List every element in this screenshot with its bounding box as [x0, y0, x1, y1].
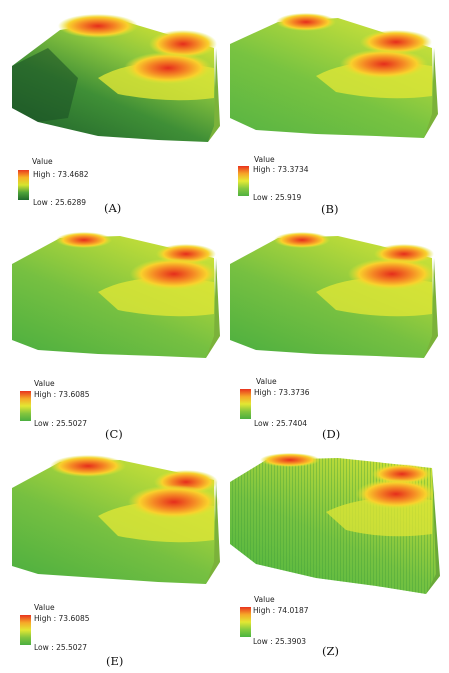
legend: Value High : 74.0187 Low : 25.3903 — [236, 596, 356, 656]
legend-color-ramp — [18, 170, 29, 200]
terrain-surface — [230, 13, 438, 138]
legend-low-value: Low : 25.7404 — [254, 419, 308, 428]
legend-title: Value — [34, 379, 55, 388]
terrain-peak — [56, 232, 112, 248]
terrain-edge — [426, 468, 440, 594]
panel-caption: (A) — [104, 201, 122, 215]
terrain-peak — [124, 52, 212, 84]
panel-caption: (D) — [322, 427, 341, 441]
legend: Value High : 73.3736 Low : 25.7404 — [236, 378, 356, 438]
legend-color-ramp — [20, 391, 31, 421]
terrain-peak — [274, 232, 330, 248]
legend-title: Value — [254, 155, 275, 164]
legend: Value High : 73.6085 Low : 25.5027 — [18, 380, 138, 440]
legend-color-ramp — [240, 607, 251, 637]
terrain-edge — [206, 480, 220, 584]
terrain-peak — [276, 13, 336, 31]
legend: Value High : 73.6085 Low : 25.5027 — [18, 604, 138, 664]
legend: Value High : 73.3734 Low : 25.919 — [236, 156, 356, 216]
terrain-peak — [50, 455, 126, 477]
legend-color-ramp — [238, 166, 249, 196]
legend-high-value: High : 73.3736 — [254, 388, 310, 397]
terrain-surface — [12, 14, 220, 142]
terrain-peak — [356, 479, 436, 509]
legend-title: Value — [34, 603, 55, 612]
terrain-peak — [372, 464, 432, 484]
terrain-edge — [424, 258, 438, 358]
legend-low-value: Low : 25.3903 — [253, 637, 307, 646]
terrain-surface — [230, 232, 438, 358]
legend-high-value: High : 73.6085 — [34, 390, 90, 399]
legend-low-value: Low : 25.5027 — [34, 419, 88, 428]
legend-title: Value — [32, 157, 53, 166]
panel-c: Value High : 73.6085 Low : 25.5027 (C) — [8, 228, 226, 452]
legend-title: Value — [256, 377, 277, 386]
legend-high-value: High : 73.4682 — [33, 170, 89, 179]
terrain-surface — [230, 453, 440, 594]
legend-title: Value — [254, 595, 275, 604]
terrain-peak — [348, 258, 436, 290]
legend-high-value: High : 73.6085 — [34, 614, 90, 623]
terrain-shadow — [12, 48, 78, 122]
terrain-edge — [206, 258, 220, 358]
legend-color-ramp — [240, 389, 251, 419]
terrain-peak — [260, 453, 320, 467]
legend: Value High : 73.4682 Low : 25.6289 — [18, 158, 138, 218]
terrain-peak — [58, 14, 138, 38]
panel-caption: (Z) — [322, 644, 339, 658]
legend-high-value: High : 73.3734 — [253, 165, 309, 174]
legend-color-ramp — [20, 615, 31, 645]
panel-e: Value High : 73.6085 Low : 25.5027 (E) — [8, 448, 226, 672]
legend-low-value: Low : 25.6289 — [33, 198, 87, 207]
legend-low-value: Low : 25.919 — [253, 193, 302, 202]
terrain-peak — [128, 485, 220, 519]
panel-caption: (C) — [105, 427, 123, 441]
panel-b: Value High : 73.3734 Low : 25.919 (B) — [226, 8, 444, 232]
terrain-surface — [12, 232, 220, 358]
legend-low-value: Low : 25.5027 — [34, 643, 88, 652]
terrain-peak — [149, 30, 217, 58]
panel-a: Value High : 73.4682 Low : 25.6289 (A) — [8, 8, 226, 232]
terrain-edge — [424, 48, 438, 138]
panel-caption: (B) — [321, 202, 339, 216]
terrain-edge — [208, 48, 220, 142]
panel-caption: (E) — [106, 654, 124, 668]
terrain-peak — [340, 49, 428, 79]
terrain-peak — [130, 258, 218, 290]
panel-z: Value High : 74.0187 Low : 25.3903 (Z) — [226, 448, 444, 672]
panel-d: Value High : 73.3736 Low : 25.7404 (D) — [226, 228, 444, 452]
legend-high-value: High : 74.0187 — [253, 606, 309, 615]
terrain-peak — [360, 30, 432, 54]
terrain-surface — [12, 455, 220, 584]
